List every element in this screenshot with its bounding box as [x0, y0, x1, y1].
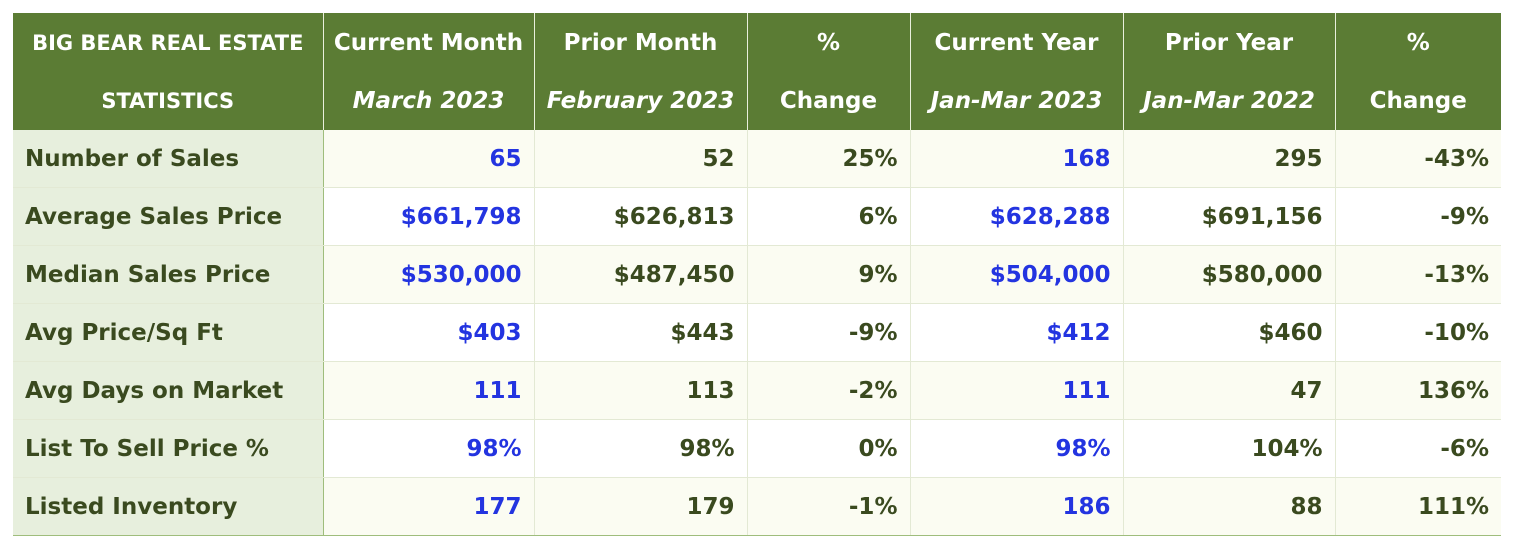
data-cell: 186	[910, 477, 1124, 536]
data-cell: 88	[1123, 477, 1336, 536]
header-line1: %	[1406, 29, 1430, 56]
data-cell: -43%	[1335, 130, 1501, 188]
table-row: Avg Days on Market 111 113 -2% 111 47 136%	[13, 361, 1501, 420]
header-row: BIG BEAR REAL ESTATE STATISTICS Current …	[13, 13, 1501, 130]
header-line2: February 2023	[546, 87, 735, 114]
data-cell: 0%	[747, 419, 911, 478]
data-cell: 113	[534, 361, 748, 420]
header-title-line2: STATISTICS	[101, 88, 235, 113]
row-label: Median Sales Price	[13, 245, 324, 304]
header-line1: %	[816, 29, 841, 56]
data-cell: $412	[910, 303, 1124, 362]
data-cell: 9%	[747, 245, 911, 304]
data-cell: -6%	[1335, 419, 1501, 478]
data-cell: $487,450	[534, 245, 748, 304]
data-cell: $691,156	[1123, 187, 1336, 246]
data-cell: 295	[1123, 130, 1336, 188]
data-cell: 179	[534, 477, 748, 536]
data-cell: 98%	[323, 419, 535, 478]
data-cell: 136%	[1335, 361, 1501, 420]
header-line1: Prior Month	[563, 29, 718, 56]
data-cell: -9%	[1335, 187, 1501, 246]
data-cell: -9%	[747, 303, 911, 362]
table-body: Number of Sales 65 52 25% 168 295 -43% Average …	[13, 130, 1501, 536]
row-label: Avg Days on Market	[13, 361, 324, 420]
data-cell: $530,000	[323, 245, 535, 304]
header-title-cell: BIG BEAR REAL ESTATE STATISTICS	[13, 13, 324, 130]
data-cell: $626,813	[534, 187, 748, 246]
header-title-line1: BIG BEAR REAL ESTATE	[32, 30, 304, 55]
data-cell: 111%	[1335, 477, 1501, 536]
header-line1: Prior Year	[1164, 29, 1294, 56]
data-cell: 104%	[1123, 419, 1336, 478]
stats-table-container: BIG BEAR REAL ESTATE STATISTICS Current …	[13, 13, 1501, 536]
data-cell: 98%	[910, 419, 1124, 478]
table-row: Median Sales Price $530,000 $487,450 9% $504…	[13, 245, 1501, 304]
data-cell: $443	[534, 303, 748, 362]
data-cell: -2%	[747, 361, 911, 420]
row-label: Number of Sales	[13, 130, 324, 188]
data-cell: -13%	[1335, 245, 1501, 304]
data-cell: 52	[534, 130, 748, 188]
data-cell: 111	[323, 361, 535, 420]
table-row: List To Sell Price % 98% 98% 0% 98% 104% -6%	[13, 419, 1501, 478]
header-line2: Jan-Mar 2022	[1143, 87, 1315, 114]
header-col-prior-month: Prior Month February 2023	[534, 13, 748, 130]
data-cell: 65	[323, 130, 535, 188]
data-cell: 25%	[747, 130, 911, 188]
header-line2: Change	[1369, 87, 1467, 114]
header-line1: Current Year	[934, 29, 1099, 56]
header-line1: Current Month	[333, 29, 524, 56]
data-cell: 47	[1123, 361, 1336, 420]
row-label: Average Sales Price	[13, 187, 324, 246]
header-line2: March 2023	[352, 87, 505, 114]
header-col-month-change: % Change	[747, 13, 911, 130]
data-cell: 177	[323, 477, 535, 536]
data-cell: 168	[910, 130, 1124, 188]
data-cell: $661,798	[323, 187, 535, 246]
data-cell: $628,288	[910, 187, 1124, 246]
data-cell: -1%	[747, 477, 911, 536]
real-estate-statistics-table: BIG BEAR REAL ESTATE STATISTICS Current …	[13, 13, 1501, 536]
header-col-prior-year: Prior Year Jan-Mar 2022	[1123, 13, 1336, 130]
data-cell: $403	[323, 303, 535, 362]
header-line2: Jan-Mar 2023	[930, 87, 1103, 114]
table-row: Listed Inventory 177 179 -1% 186 88 111%	[13, 477, 1501, 536]
data-cell: 6%	[747, 187, 911, 246]
table-row: Average Sales Price $661,798 $626,813 6% $62…	[13, 187, 1501, 246]
data-cell: 111	[910, 361, 1124, 420]
data-cell: 98%	[534, 419, 748, 478]
data-cell: $504,000	[910, 245, 1124, 304]
header-col-year-change: % Change	[1335, 13, 1501, 130]
row-label: Avg Price/Sq Ft	[13, 303, 324, 362]
data-cell: $580,000	[1123, 245, 1336, 304]
data-cell: -10%	[1335, 303, 1501, 362]
table-row: Number of Sales 65 52 25% 168 295 -43%	[13, 130, 1501, 188]
data-cell: $460	[1123, 303, 1336, 362]
header-col-current-year: Current Year Jan-Mar 2023	[910, 13, 1124, 130]
table-row: Avg Price/Sq Ft $403 $443 -9% $412 $460 -10%	[13, 303, 1501, 362]
row-label: List To Sell Price %	[13, 419, 324, 478]
table-header: BIG BEAR REAL ESTATE STATISTICS Current …	[13, 13, 1501, 130]
header-col-current-month: Current Month March 2023	[323, 13, 535, 130]
row-label: Listed Inventory	[13, 477, 324, 536]
header-line2: Change	[779, 87, 878, 114]
